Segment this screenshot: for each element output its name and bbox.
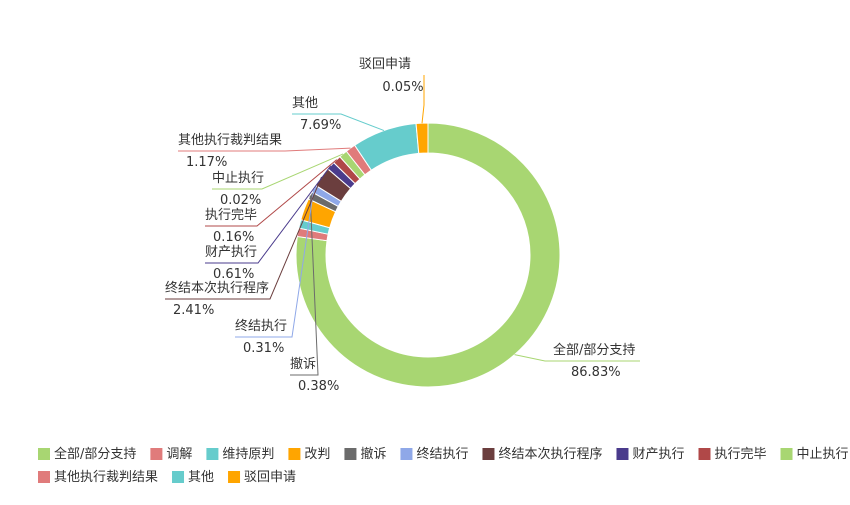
slice-label-name: 其他执行裁判结果	[178, 132, 282, 148]
legend-item[interactable]: 中止执行	[780, 447, 849, 462]
legend-label: 终结本次执行程序	[498, 446, 602, 462]
legend-item[interactable]: 改判	[288, 447, 330, 462]
donut-slice-12[interactable]	[415, 122, 429, 154]
legend-swatch	[288, 448, 301, 460]
slice-label-value: 0.05%	[382, 80, 423, 95]
legend-swatch	[482, 448, 495, 460]
donut-slices	[295, 122, 561, 388]
leader-line-7	[205, 165, 332, 264]
legend-label: 调解	[166, 447, 192, 462]
slice-label-name: 中止执行	[212, 171, 264, 186]
legend-swatch	[38, 448, 50, 460]
legend-item[interactable]: 撤诉	[344, 446, 386, 462]
leader-line-4	[290, 195, 319, 376]
legend-swatch	[206, 448, 219, 460]
donut-slice-0[interactable]	[295, 122, 561, 388]
legend-label: 其他	[188, 470, 214, 485]
legend-item[interactable]: 驳回申请	[228, 470, 296, 485]
legend-item[interactable]: 维持原判	[206, 447, 274, 462]
legend-label: 执行完毕	[715, 447, 767, 462]
legend-label: 撤诉	[360, 446, 386, 462]
slice-label-name: 其他	[292, 96, 318, 111]
legend-swatch	[172, 471, 185, 483]
slice-label-value: 1.17%	[186, 155, 227, 170]
slice-label-value: 0.61%	[213, 267, 254, 282]
legend-label: 中止执行	[797, 447, 849, 462]
slice-label-name: 终结本次执行程序	[165, 280, 269, 296]
legend-swatch	[150, 448, 163, 460]
leader-line-8	[205, 159, 338, 227]
legend-swatch	[38, 471, 50, 483]
legend-swatch	[400, 448, 413, 460]
leader-line-6	[165, 176, 322, 300]
leader-line-11	[292, 113, 385, 132]
leader-line-5	[235, 188, 315, 338]
legend-item[interactable]: 终结执行	[400, 446, 468, 462]
leader-line-10	[178, 147, 351, 152]
legend-label: 维持原判	[222, 447, 274, 462]
slice-label-value: 7.69%	[300, 118, 341, 133]
slice-label-value: 0.38%	[298, 379, 339, 394]
leader-line-9	[212, 153, 344, 190]
legend-item[interactable]: 财产执行	[616, 447, 685, 462]
legend-swatch	[344, 448, 357, 460]
legend-item[interactable]: 执行完毕	[698, 447, 767, 462]
slice-label-value: 0.02%	[220, 193, 261, 208]
legend-label: 财产执行	[632, 447, 684, 462]
slice-label-name: 全部/部分支持	[553, 342, 635, 358]
legend-label: 改判	[304, 447, 330, 462]
legend-swatch	[698, 448, 711, 460]
legend-item[interactable]: 终结本次执行程序	[482, 446, 602, 462]
legend-label: 终结执行	[416, 446, 468, 462]
legend-swatch	[616, 448, 629, 460]
slice-label-name: 执行完毕	[205, 208, 257, 223]
legend-swatch	[780, 448, 793, 460]
legend: 全部/部分支持 调解 维持原判 改判 撤诉 终结执行 终结本次执行程序 财产执行 执行完毕 中止执…	[38, 446, 849, 485]
slice-label-value: 2.41%	[173, 303, 214, 318]
slice-label-name: 撤诉	[290, 356, 316, 372]
legend-label: 其他执行裁判结果	[54, 469, 158, 485]
slice-labels: 全部/部分支持 86.83% 撤诉 0.38% 终结执行 0.31% 终结本次执行程序 2.4…	[165, 57, 640, 394]
legend-item[interactable]: 调解	[150, 447, 192, 462]
legend-item[interactable]: 其他	[172, 470, 214, 485]
slice-label-value: 0.31%	[243, 341, 284, 356]
legend-item[interactable]: 全部/部分支持	[38, 446, 136, 462]
legend-label: 驳回申请	[244, 470, 296, 485]
legend-label: 全部/部分支持	[54, 446, 136, 462]
slice-label-name: 财产执行	[205, 245, 257, 260]
slice-label-value: 86.83%	[571, 365, 621, 380]
legend-item[interactable]: 其他执行裁判结果	[38, 469, 158, 485]
leader-line-12	[421, 75, 425, 124]
leader-line-0	[514, 354, 640, 362]
slice-label-name: 终结执行	[235, 318, 287, 334]
slice-label-name: 驳回申请	[359, 57, 411, 72]
slice-label-value: 0.16%	[213, 230, 254, 245]
legend-swatch	[228, 471, 241, 483]
